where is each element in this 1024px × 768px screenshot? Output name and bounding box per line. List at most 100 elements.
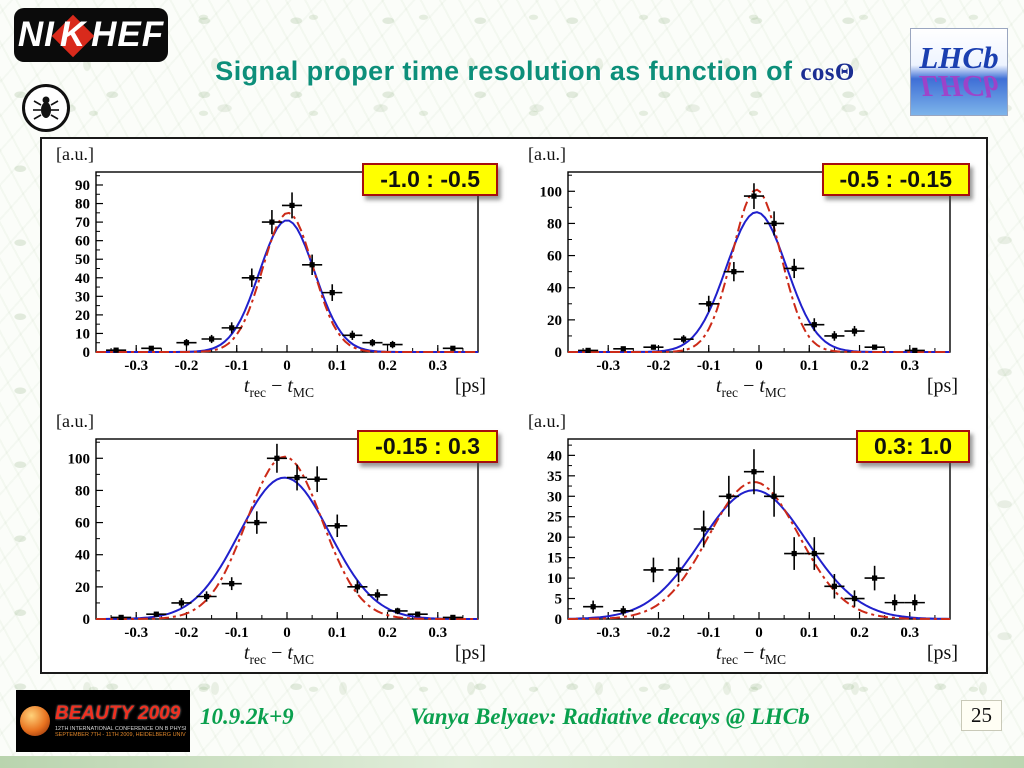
bug-icon	[33, 96, 59, 120]
svg-text:60: 60	[75, 234, 90, 250]
nikhef-logo-text-pre: NI	[17, 15, 55, 54]
svg-text:-0.1: -0.1	[697, 625, 721, 641]
svg-text:-0.2: -0.2	[175, 625, 199, 641]
svg-text:20: 20	[547, 313, 562, 329]
y-axis-unit-label: [a.u.]	[56, 410, 94, 431]
x-axis-title: trec − tMC	[715, 375, 787, 400]
svg-text:50: 50	[75, 252, 90, 268]
svg-text:0.3: 0.3	[428, 625, 447, 641]
histogram-plot-2: 0 20 40 60 80 100 -0.3 -0.2 -0.1 0 0.1 0.2 0.3	[540, 171, 951, 374]
svg-text:-0.1: -0.1	[225, 625, 249, 641]
svg-text:20: 20	[75, 579, 90, 595]
beauty2009-subtitle-1: 12TH INTERNATIONAL CONFERENCE ON B PHYSI…	[55, 725, 186, 732]
svg-text:0.2: 0.2	[850, 358, 869, 374]
histogram-plot-3: 0 20 40 60 80 100 -0.3 -0.2 -0.1 0 0.1 0.2 0.3	[68, 437, 479, 641]
svg-text:-0.2: -0.2	[647, 625, 671, 641]
nikhef-logo-k-diamond: K	[55, 15, 91, 55]
svg-text:-0.2: -0.2	[175, 358, 199, 374]
svg-text:40: 40	[547, 281, 562, 297]
x-axis-title: trec − tMC	[715, 641, 787, 667]
svg-text:5: 5	[555, 591, 563, 607]
svg-text:70: 70	[75, 215, 90, 231]
svg-text:0: 0	[755, 625, 763, 641]
x-axis-title: trec − tMC	[243, 375, 315, 400]
svg-text:100: 100	[540, 184, 563, 200]
svg-text:80: 80	[547, 216, 562, 232]
nikhef-emblem-icon	[22, 84, 70, 132]
svg-text:0: 0	[283, 625, 291, 641]
plot-panel-4: [a.u.] 0.3: 1.0 0 5 10 15 20 25 30 35 40 -0.3 -0.2…	[514, 406, 986, 673]
y-axis-unit-label: [a.u.]	[56, 144, 94, 164]
x-axis-unit-label: [ps]	[454, 375, 486, 397]
histogram-plot-4: 0 5 10 15 20 25 30 35 40 -0.3 -0.2 -0.1 0 0.1 0.2 0.3	[547, 437, 951, 641]
svg-text:0.3: 0.3	[900, 625, 919, 641]
plots-panel: [a.u.] -1.0 : -0.5 0 10 20 30 40 50 60 70 80 90 -0…	[40, 137, 988, 674]
y-axis-unit-label: [a.u.]	[528, 144, 566, 164]
svg-text:-0.3: -0.3	[124, 625, 148, 641]
beauty2009-title: BEAUTY 2009	[55, 704, 181, 725]
svg-text:40: 40	[75, 271, 90, 287]
svg-text:-0.3: -0.3	[124, 358, 148, 374]
svg-text:30: 30	[75, 289, 90, 305]
costheta-bin-label-3: -0.15 : 0.3	[357, 429, 498, 463]
svg-text:35: 35	[547, 468, 562, 484]
svg-text:90: 90	[75, 178, 90, 194]
x-axis-label-row: trec − tMC [ps]	[518, 375, 984, 401]
page-number: 25	[961, 700, 1002, 731]
plot-panel-1: [a.u.] -1.0 : -0.5 0 10 20 30 40 50 60 70 80 90 -0…	[42, 139, 514, 406]
svg-text:60: 60	[547, 249, 562, 265]
svg-text:0.1: 0.1	[328, 358, 347, 374]
y-axis-unit-label: [a.u.]	[528, 410, 566, 431]
lhcb-logo-text: LHCb	[919, 40, 999, 75]
svg-text:0.2: 0.2	[850, 625, 869, 641]
slide-title: Signal proper time resolution as functio…	[180, 56, 890, 87]
svg-text:10: 10	[75, 326, 90, 342]
svg-text:0: 0	[755, 358, 763, 374]
svg-text:25: 25	[547, 509, 562, 525]
svg-text:-0.2: -0.2	[647, 358, 671, 374]
beauty2009-logo: BEAUTY 2009 12TH INTERNATIONAL CONFERENC…	[16, 690, 190, 752]
author-credit: Vanya Belyaev: Radiative decays @ LHCb	[410, 704, 810, 729]
svg-text:0.2: 0.2	[378, 625, 397, 641]
plot-panel-2: [a.u.] -0.5 : -0.15 0 20 40 60 80 100 -0.3 -0.2…	[514, 139, 986, 406]
beauty2009-subtitle-2: SEPTEMBER 7TH - 11TH 2009, HEIDELBERG UN…	[55, 731, 186, 738]
svg-text:0: 0	[83, 345, 91, 361]
lhcb-logo: LHCb LHCb	[910, 28, 1008, 116]
slide-title-math: cosΘ	[800, 59, 855, 86]
svg-text:15: 15	[547, 550, 562, 566]
svg-text:0.3: 0.3	[428, 358, 447, 374]
svg-text:0.2: 0.2	[378, 358, 397, 374]
svg-text:0.1: 0.1	[800, 358, 819, 374]
svg-text:80: 80	[75, 197, 90, 213]
svg-text:30: 30	[547, 489, 562, 505]
x-axis-label-row: trec − tMC [ps]	[46, 375, 512, 401]
costheta-bin-label-4: 0.3: 1.0	[856, 429, 970, 463]
svg-text:0: 0	[83, 612, 91, 628]
svg-text:10: 10	[547, 571, 562, 587]
svg-text:0: 0	[555, 345, 563, 361]
svg-text:-0.1: -0.1	[225, 358, 249, 374]
lhcb-logo-mirror-text: LHCb	[919, 69, 999, 104]
svg-text:80: 80	[75, 483, 90, 499]
svg-text:100: 100	[68, 451, 91, 467]
svg-text:40: 40	[75, 547, 90, 563]
beauty2009-text-block: BEAUTY 2009 12TH INTERNATIONAL CONFERENC…	[55, 704, 186, 738]
beauty2009-emblem-icon	[20, 706, 50, 736]
x-axis-label-row: trec − tMC [ps]	[518, 642, 984, 668]
svg-text:20: 20	[547, 530, 562, 546]
x-axis-unit-label: [ps]	[454, 641, 486, 664]
nikhef-logo-text-post: HEF	[91, 15, 165, 54]
x-axis-label-row: trec − tMC [ps]	[46, 642, 512, 668]
svg-text:60: 60	[75, 515, 90, 531]
nikhef-logo: NI K HEF	[14, 8, 168, 62]
svg-text:0.1: 0.1	[328, 625, 347, 641]
x-axis-unit-label: [ps]	[926, 375, 958, 397]
plot-panel-3: [a.u.] -0.15 : 0.3 0 20 40 60 80 100 -0.3 -0.2 -…	[42, 406, 514, 673]
svg-text:0.3: 0.3	[900, 358, 919, 374]
svg-text:40: 40	[547, 448, 562, 464]
svg-text:-0.1: -0.1	[697, 358, 721, 374]
x-axis-unit-label: [ps]	[926, 641, 958, 664]
svg-text:0: 0	[555, 612, 563, 628]
svg-text:-0.3: -0.3	[596, 625, 620, 641]
